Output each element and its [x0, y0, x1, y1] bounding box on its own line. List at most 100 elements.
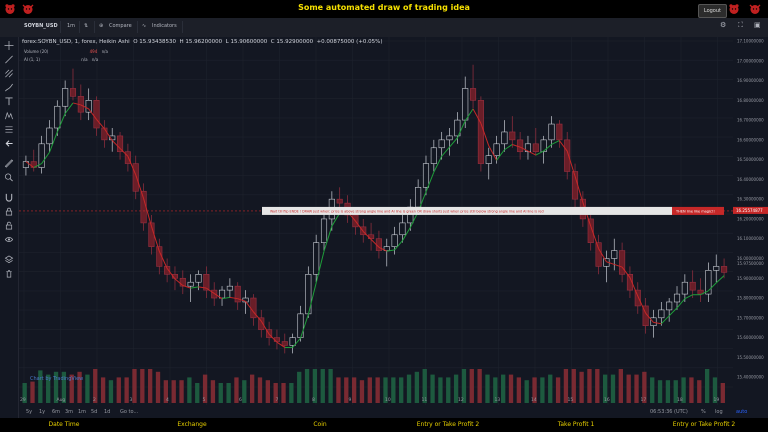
candle-body[interactable]: [313, 242, 320, 275]
prediction-icon[interactable]: [4, 125, 14, 134]
range-1m[interactable]: 1m: [78, 409, 87, 415]
symbol-search[interactable]: SOYBN_USD: [24, 23, 58, 29]
legend-series[interactable]: forex:SOYBN_USD, 1, forex, Heikin Ashi: [22, 39, 130, 45]
candle-body[interactable]: [391, 234, 398, 247]
candle-body[interactable]: [38, 143, 45, 168]
candle-body[interactable]: [281, 341, 288, 346]
trend-line-icon[interactable]: [4, 55, 14, 64]
candle-body[interactable]: [462, 88, 469, 121]
candle-body[interactable]: [681, 281, 688, 295]
candle-body[interactable]: [85, 100, 92, 113]
snapshot-icon[interactable]: ▣: [754, 21, 761, 29]
candle-body[interactable]: [673, 293, 681, 303]
candle-body[interactable]: [54, 105, 61, 129]
candle-body[interactable]: [517, 139, 524, 153]
trash-icon[interactable]: [4, 269, 14, 278]
candle-body[interactable]: [634, 289, 641, 307]
compare-button[interactable]: Compare: [109, 23, 132, 29]
candle-body[interactable]: [218, 289, 226, 299]
candle-body[interactable]: [509, 131, 516, 141]
col-entry-tp2-b[interactable]: Entry or Take Profit 2: [672, 421, 736, 428]
text-icon[interactable]: [4, 97, 14, 106]
candle-body[interactable]: [179, 277, 186, 287]
lock-drawings-icon[interactable]: [4, 221, 14, 230]
candle-body[interactable]: [415, 187, 422, 208]
range-6m[interactable]: 6m: [52, 409, 61, 415]
indicators-icon[interactable]: ∿: [142, 23, 147, 29]
candle-body[interactable]: [93, 100, 100, 129]
candle-body[interactable]: [446, 135, 453, 141]
candle-body[interactable]: [336, 198, 343, 204]
price-chart[interactable]: Wait till flip ENDE ! DRAW just when: pr…: [0, 37, 768, 406]
candle-body[interactable]: [501, 131, 508, 145]
candle-body[interactable]: [289, 337, 296, 346]
candle-body[interactable]: [101, 127, 108, 141]
candle-body[interactable]: [689, 281, 696, 291]
candle-body[interactable]: [587, 218, 594, 243]
goto-button[interactable]: Go to...: [120, 409, 139, 415]
ai-label[interactable]: AI (1, 1): [24, 57, 40, 62]
candle-body[interactable]: [658, 309, 665, 319]
range-3m[interactable]: 3m: [65, 409, 74, 415]
candle-body[interactable]: [595, 242, 602, 267]
candle-body[interactable]: [62, 88, 69, 107]
col-exchange[interactable]: Exchange: [177, 421, 207, 428]
candle-body[interactable]: [556, 123, 563, 141]
pitchfork-icon[interactable]: [4, 69, 14, 78]
col-take-profit-1[interactable]: Take Profit 1: [557, 421, 595, 428]
candle-body[interactable]: [626, 274, 633, 291]
candle-body[interactable]: [485, 155, 492, 164]
percent-toggle[interactable]: %: [701, 409, 706, 415]
lock-icon[interactable]: [4, 207, 14, 216]
range-5y[interactable]: 5y: [26, 409, 33, 415]
candle-body[interactable]: [203, 274, 210, 291]
candle-body[interactable]: [195, 274, 202, 283]
bear-icon[interactable]: [728, 3, 740, 15]
candle-body[interactable]: [383, 246, 390, 251]
fullscreen-icon[interactable]: ⛶: [738, 21, 743, 29]
volume-label[interactable]: Volume (20): [24, 49, 49, 54]
candle-body[interactable]: [399, 222, 406, 236]
candle-body[interactable]: [430, 147, 437, 164]
candle-body[interactable]: [69, 88, 77, 97]
current-price-marker[interactable]: [733, 206, 768, 214]
range-5d[interactable]: 5d: [91, 409, 98, 415]
tradingview-watermark[interactable]: Chart by TradingView: [30, 376, 84, 382]
candle-body[interactable]: [564, 139, 571, 172]
log-toggle[interactable]: log: [715, 409, 723, 415]
candle-body[interactable]: [132, 163, 139, 192]
candle-body[interactable]: [470, 88, 477, 101]
utc-clock[interactable]: 06:53:36 (UTC): [650, 409, 688, 415]
candle-body[interactable]: [548, 123, 555, 141]
candle-body[interactable]: [117, 135, 124, 153]
candle-body[interactable]: [619, 250, 626, 275]
auto-toggle[interactable]: auto: [736, 409, 748, 415]
zoom-icon[interactable]: [4, 173, 14, 182]
magnet-icon[interactable]: [4, 193, 14, 202]
annotation-box[interactable]: [262, 206, 672, 215]
brush-icon[interactable]: [4, 83, 14, 92]
logout-button[interactable]: Logout: [697, 4, 727, 18]
candle-body[interactable]: [234, 285, 241, 303]
candle-body[interactable]: [422, 163, 430, 188]
indicators-button[interactable]: Indicators: [152, 23, 177, 29]
candle-body[interactable]: [524, 143, 532, 153]
candle-body[interactable]: [164, 266, 171, 275]
candle-body[interactable]: [211, 289, 218, 299]
candle-body[interactable]: [611, 250, 618, 259]
bull-icon[interactable]: [749, 3, 761, 15]
candle-body[interactable]: [454, 119, 461, 137]
candle-body[interactable]: [124, 151, 131, 164]
candle-body[interactable]: [540, 139, 547, 153]
range-1d[interactable]: 1d: [104, 409, 111, 415]
candle-body[interactable]: [477, 100, 484, 164]
col-coin[interactable]: Coin: [313, 421, 327, 428]
compare-icon[interactable]: ⊕: [99, 23, 104, 29]
candle-body[interactable]: [226, 285, 233, 291]
candle-body[interactable]: [297, 313, 304, 338]
range-1y[interactable]: 1y: [39, 409, 46, 415]
candle-body[interactable]: [666, 301, 673, 311]
ruler-icon[interactable]: [4, 159, 14, 168]
candle-body[interactable]: [438, 139, 445, 149]
pattern-icon[interactable]: [4, 111, 14, 120]
